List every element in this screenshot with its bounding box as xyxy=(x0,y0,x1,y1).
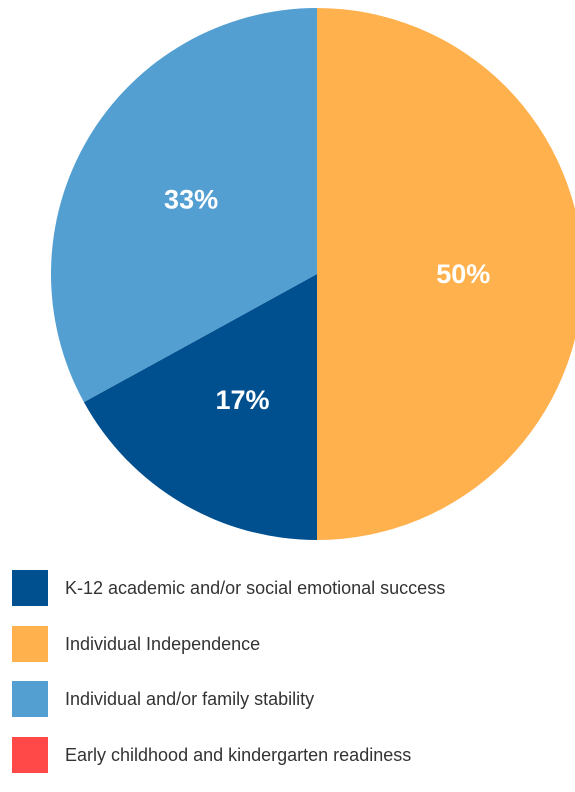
legend-label: Individual Independence xyxy=(65,633,261,654)
legend-item: K-12 academic and/or social emotional su… xyxy=(12,570,572,606)
legend-swatch xyxy=(12,736,48,773)
legend: K-12 academic and/or social emotional su… xyxy=(12,570,572,792)
pie-slice xyxy=(317,8,575,540)
legend-item: Early childhood and kindergarten readine… xyxy=(12,736,572,773)
pie-chart: 50% 17% 33% xyxy=(51,8,575,540)
legend-swatch xyxy=(12,625,48,662)
slice-data-label: 17% xyxy=(216,385,270,415)
legend-swatch xyxy=(12,570,48,606)
legend-label: Early childhood and kindergarten readine… xyxy=(65,744,412,765)
slice-data-label: 50% xyxy=(436,259,490,289)
pie-slice xyxy=(83,274,317,540)
legend-item: Individual Independence xyxy=(12,625,572,662)
legend-label: Individual and/or family stability xyxy=(65,689,315,709)
slice-data-label: 33% xyxy=(164,185,218,215)
legend-label: K-12 academic and/or social emotional su… xyxy=(65,578,446,598)
legend-swatch xyxy=(12,681,48,717)
pie-slice xyxy=(51,8,317,403)
legend-item: Individual and/or family stability xyxy=(12,681,572,717)
